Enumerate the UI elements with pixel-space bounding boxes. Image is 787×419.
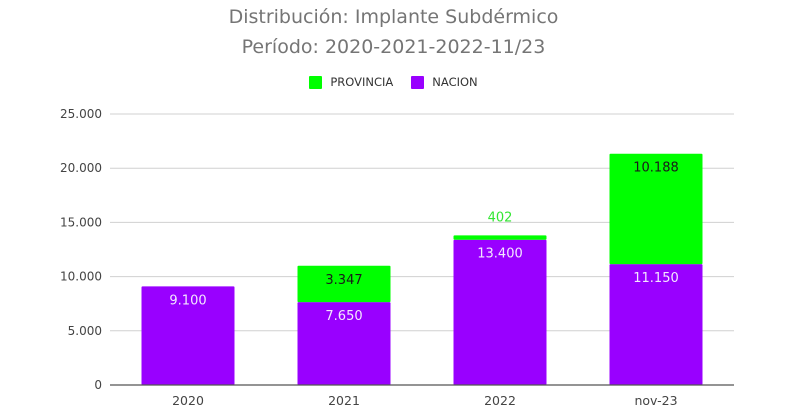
y-tick-label: 10.000 <box>60 270 102 284</box>
legend: PROVINCIA NACION <box>0 75 787 89</box>
bar-provincia-2022 <box>453 235 547 240</box>
bar-provincia-2021 <box>297 265 391 303</box>
x-tick-label: nov-23 <box>634 393 677 408</box>
x-tick-label: 2022 <box>484 393 516 408</box>
data-label: 7.650 <box>325 309 362 324</box>
y-tick-label: 0 <box>94 378 102 392</box>
x-axis: 2020 2021 2022 nov-23 <box>110 384 734 408</box>
y-axis: 0 5.000 10.000 15.000 20.000 25.000 <box>60 107 102 392</box>
bar-nacion-2020 <box>141 286 235 385</box>
legend-swatch-nacion <box>411 75 425 89</box>
x-tick-label: 2021 <box>328 393 360 408</box>
legend-swatch-provincia <box>309 75 323 89</box>
legend-label-nacion: NACION <box>432 75 478 89</box>
data-label: 10.188 <box>633 161 679 176</box>
legend-item-nacion[interactable]: NACION <box>411 75 478 89</box>
chart-title: Distribución: Implante Subdérmico <box>228 6 559 28</box>
legend-item-provincia[interactable]: PROVINCIA <box>309 75 393 89</box>
data-label: 9.100 <box>169 293 206 308</box>
y-tick-label: 5.000 <box>68 324 102 338</box>
chart-subtitle: Período: 2020-2021-2022-11/23 <box>241 36 546 58</box>
data-label: 3.347 <box>325 273 362 288</box>
bar-nacion-2022 <box>453 239 547 385</box>
y-tick-label: 15.000 <box>60 215 102 229</box>
y-tick-label: 20.000 <box>60 161 102 175</box>
y-tick-label: 25.000 <box>60 107 102 121</box>
bar-nacion-nov-23 <box>609 264 703 385</box>
legend-label-provincia: PROVINCIA <box>330 75 394 89</box>
bars <box>141 153 703 385</box>
data-label: 13.400 <box>477 247 523 262</box>
x-tick-label: 2020 <box>172 393 204 408</box>
bar-nacion-2021 <box>297 302 391 385</box>
data-labels: 9.100 7.650 3.347 13.400 402 11.150 10.188 <box>169 161 678 324</box>
data-label: 402 <box>488 210 513 225</box>
data-label: 11.150 <box>633 271 679 286</box>
bar-provincia-nov-23 <box>609 153 703 265</box>
